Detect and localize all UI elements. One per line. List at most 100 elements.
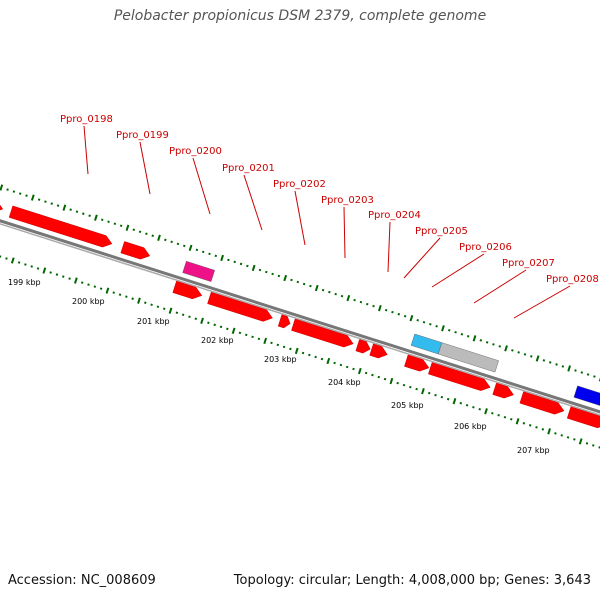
tick-minor: [479, 339, 483, 342]
accession-value: NC_008609: [80, 573, 156, 588]
tick-minor: [454, 331, 457, 334]
tick-minor: [561, 365, 565, 368]
tick-major: [62, 204, 67, 211]
tick-minor: [170, 240, 173, 244]
tick-minor: [207, 321, 210, 325]
tick-minor: [440, 395, 444, 399]
tick-minor: [321, 288, 325, 292]
tick-minor: [511, 349, 514, 352]
tick-major: [314, 284, 319, 292]
tick-minor: [257, 337, 261, 341]
tick-minor: [227, 258, 230, 262]
tick-minor: [302, 282, 306, 286]
kbp-label: 200 kbp: [72, 297, 105, 306]
callout-line: [513, 285, 571, 319]
tick-minor: [194, 317, 198, 321]
cds-arrow: [492, 382, 514, 399]
tick-minor: [384, 308, 388, 312]
tick-major: [137, 297, 141, 304]
tick-minor: [397, 312, 401, 316]
tick-minor: [573, 438, 576, 441]
cds-arrow: [120, 241, 151, 260]
tick-major: [441, 325, 445, 332]
tick-minor: [523, 353, 527, 356]
tick-minor: [472, 405, 475, 409]
tick-minor: [364, 371, 368, 375]
tick-minor: [548, 361, 552, 364]
backbone-line: [0, 219, 600, 414]
tick-minor: [271, 272, 274, 276]
tick-minor: [365, 302, 369, 306]
kbp-label: 207 kbp: [517, 446, 550, 455]
tick-minor: [460, 333, 464, 336]
tick-minor: [270, 341, 273, 345]
tick-major: [231, 327, 236, 335]
tick-minor: [535, 426, 538, 429]
tick-minor: [334, 292, 337, 296]
tick-minor: [188, 315, 191, 319]
cds-arrow: [0, 204, 4, 211]
tick-major: [504, 345, 508, 352]
tick-minor: [131, 297, 134, 300]
cds-arrow: [172, 280, 203, 300]
callout-line: [192, 157, 211, 215]
tick-minor: [377, 375, 381, 379]
tick-minor: [214, 254, 218, 258]
tick-major: [105, 287, 110, 294]
tick-minor: [30, 265, 33, 268]
tick-minor: [144, 301, 147, 304]
tick-major: [30, 194, 35, 201]
tick-major: [409, 315, 414, 322]
tick-minor: [18, 192, 22, 195]
tick-minor: [301, 351, 305, 355]
page-title: Pelobacter propionicus DSM 2379, complet…: [113, 8, 487, 24]
callout-line: [83, 125, 89, 175]
genes-prefix: Genes:: [504, 573, 550, 588]
tick-minor: [333, 361, 336, 365]
genes-value: 3,643: [553, 573, 591, 588]
length-prefix: Length:: [355, 573, 405, 588]
kbp-label: 203 kbp: [264, 355, 297, 364]
gene-label: Ppro_0200: [169, 146, 222, 157]
tick-minor: [176, 242, 180, 246]
tick-minor: [517, 351, 520, 354]
callout-line: [403, 237, 441, 279]
kbp-label: 201 kbp: [137, 317, 170, 326]
backbone-line: [0, 223, 600, 416]
tick-minor: [226, 327, 229, 331]
tick-minor: [429, 322, 432, 326]
gene-label: Ppro_0205: [415, 226, 468, 237]
gene-label: Ppro_0207: [502, 258, 555, 269]
tick-minor: [465, 403, 469, 407]
tick-major: [472, 335, 477, 342]
tick-minor: [308, 353, 311, 357]
callout-line: [243, 174, 263, 231]
tick-minor: [277, 274, 281, 278]
tick-minor: [80, 281, 84, 284]
tick-minor: [585, 442, 589, 445]
tick-minor: [125, 295, 128, 298]
tick-minor: [554, 432, 557, 435]
tick-minor: [239, 262, 243, 266]
tick-minor: [55, 273, 59, 276]
tick-minor: [36, 267, 40, 270]
tick-minor: [448, 329, 451, 332]
tick-minor: [37, 198, 41, 201]
tick-major: [346, 294, 351, 302]
cds-arrow: [355, 339, 371, 354]
tick-minor: [409, 385, 412, 389]
accession-prefix: Accession:: [8, 573, 77, 588]
tick-minor: [258, 268, 262, 272]
cds-arrow: [404, 354, 430, 372]
tick-minor: [309, 284, 312, 288]
tick-minor: [459, 401, 463, 405]
tick-minor: [328, 290, 331, 294]
kbp-label: 202 kbp: [201, 336, 234, 345]
tick-minor: [56, 204, 60, 207]
tick-minor: [150, 303, 153, 306]
tick-minor: [282, 345, 286, 349]
tick-minor: [498, 345, 502, 348]
tick-major: [547, 428, 551, 435]
tick-major: [326, 357, 331, 365]
